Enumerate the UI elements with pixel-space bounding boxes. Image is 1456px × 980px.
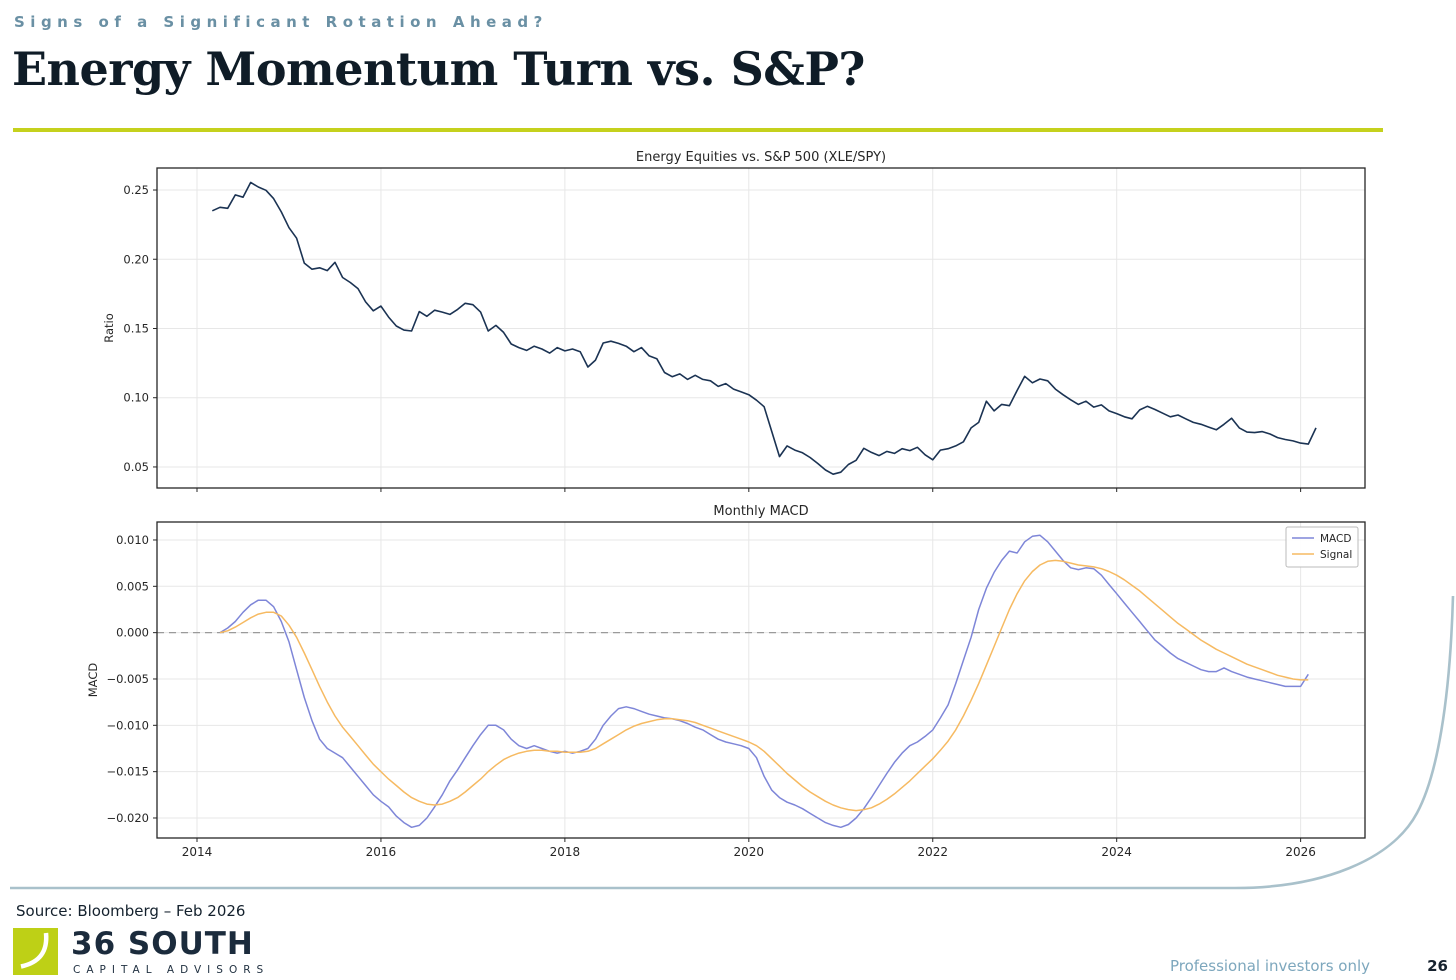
svg-text:Signal: Signal	[1320, 549, 1352, 561]
page-title: Energy Momentum Turn vs. S&P?	[12, 42, 865, 96]
svg-text:0.000: 0.000	[116, 626, 149, 640]
macd-line	[219, 534, 1309, 829]
svg-text:2022: 2022	[917, 845, 948, 859]
svg-text:0.15: 0.15	[123, 321, 149, 335]
decorative-swoosh	[10, 595, 1455, 890]
slide-eyebrow: Signs of a Significant Rotation Ahead?	[14, 13, 548, 31]
logo-text: 36 SOUTH CAPITAL ADVISORS	[71, 926, 270, 977]
svg-text:0.05: 0.05	[123, 460, 149, 474]
chart-macd: 2014 2016 2018 2020 2022 2024 2026 0.010 0.005 0.…	[86, 504, 1366, 859]
svg-text:0.005: 0.005	[116, 579, 149, 593]
svg-text:MACD: MACD	[1320, 533, 1351, 545]
gridlines	[157, 168, 1365, 488]
y-axis-label: MACD	[86, 663, 100, 698]
axis-ticks: 2014 2016 2018 2020 2022 2024 2026 0.010 0.005 0.…	[106, 533, 1315, 859]
logo-mark-icon	[13, 928, 58, 975]
signal-line	[219, 559, 1309, 812]
title-underline	[13, 128, 1383, 132]
gridlines	[157, 522, 1365, 838]
svg-text:0.25: 0.25	[123, 183, 149, 197]
svg-text:−0.010: −0.010	[106, 718, 149, 732]
svg-text:2026: 2026	[1285, 845, 1316, 859]
chart-title: Monthly MACD	[713, 504, 808, 519]
logo-subtitle: CAPITAL ADVISORS	[73, 964, 270, 976]
logo-name: 36 SOUTH	[71, 926, 254, 962]
svg-text:0.010: 0.010	[116, 533, 149, 547]
svg-text:2018: 2018	[550, 845, 581, 859]
svg-text:−0.015: −0.015	[106, 765, 149, 779]
source-note: Source: Bloomberg – Feb 2026	[16, 902, 246, 920]
chart-ratio: 0.05 0.10 0.15 0.20 0.25 Energy Equities vs. …	[102, 150, 1366, 492]
company-logo: 36 SOUTH CAPITAL ADVISORS	[13, 928, 269, 976]
axes-frame	[156, 521, 1366, 839]
xle-spy-line	[211, 181, 1317, 475]
svg-text:2024: 2024	[1101, 845, 1132, 859]
svg-text:0.20: 0.20	[123, 252, 149, 266]
svg-text:2014: 2014	[182, 845, 213, 859]
disclaimer: Professional investors only	[1169, 957, 1370, 975]
y-axis-label: Ratio	[102, 313, 116, 343]
chart-title: Energy Equities vs. S&P 500 (XLE/SPY)	[636, 150, 886, 165]
svg-text:0.10: 0.10	[123, 391, 149, 405]
legend: MACD Signal	[1285, 526, 1359, 568]
svg-text:2020: 2020	[734, 845, 765, 859]
svg-text:2016: 2016	[366, 845, 397, 859]
svg-text:−0.020: −0.020	[106, 811, 149, 825]
axis-ticks: 0.05 0.10 0.15 0.20 0.25	[123, 183, 1302, 492]
page-number: 26	[1427, 957, 1448, 975]
svg-text:−0.005: −0.005	[106, 672, 149, 686]
